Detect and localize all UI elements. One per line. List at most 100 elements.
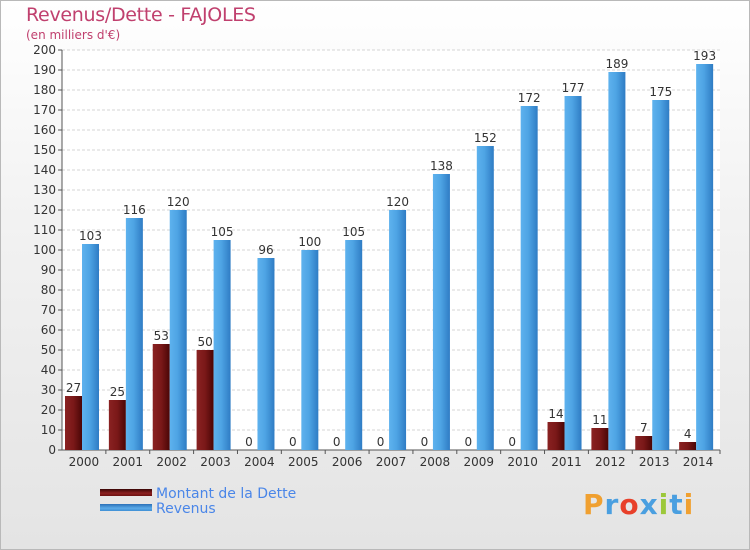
debt-value-label: 7 (640, 421, 648, 435)
x-tick-label: 2001 (113, 455, 144, 469)
revenue-bar (652, 100, 670, 450)
revenue-bar (476, 146, 494, 450)
logo-letter: x (639, 488, 659, 521)
debt-value-label: 0 (421, 435, 429, 449)
chart-subtitle: (en milliers d'€) (26, 28, 121, 42)
legend-label-revenus: Revenus (156, 501, 216, 517)
debt-value-label: 14 (548, 407, 563, 421)
debt-bar (591, 428, 609, 450)
logo-letter: r (604, 488, 620, 521)
logo-letter: t (669, 488, 684, 521)
revenue-value-label: 193 (693, 49, 716, 63)
debt-bar (152, 344, 170, 450)
x-tick-label: 2008 (420, 455, 451, 469)
revenue-value-label: 105 (342, 225, 365, 239)
debt-value-label: 50 (197, 335, 212, 349)
revenue-bar (696, 64, 714, 450)
y-tick-label: 70 (41, 303, 56, 317)
debt-value-label: 0 (333, 435, 341, 449)
debt-value-label: 0 (245, 435, 253, 449)
y-tick-label: 60 (41, 323, 56, 337)
logo-letter: i (658, 488, 670, 521)
revenue-bar (564, 96, 582, 450)
debt-value-label: 4 (684, 427, 692, 441)
revenue-bar (520, 106, 538, 450)
debt-value-label: 0 (464, 435, 472, 449)
y-tick-label: 190 (33, 63, 56, 77)
legend-swatch-revenus (100, 504, 152, 511)
debt-bar (547, 422, 565, 450)
y-tick-label: 160 (33, 123, 56, 137)
y-tick-label: 200 (33, 43, 56, 57)
revenue-value-label: 100 (298, 235, 321, 249)
debt-value-label: 53 (154, 329, 169, 343)
revenue-value-label: 120 (167, 195, 190, 209)
revenue-value-label: 120 (386, 195, 409, 209)
y-tick-label: 10 (41, 423, 56, 437)
revenue-value-label: 105 (211, 225, 234, 239)
revenue-bar (345, 240, 363, 450)
x-tick-label: 2002 (156, 455, 187, 469)
y-tick-label: 100 (33, 243, 56, 257)
debt-value-label: 0 (508, 435, 516, 449)
revenue-value-label: 103 (79, 229, 102, 243)
revenue-bar (82, 244, 99, 450)
x-tick-label: 2010 (507, 455, 538, 469)
x-tick-label: 2012 (595, 455, 626, 469)
y-tick-label: 130 (33, 183, 56, 197)
y-tick-label: 170 (33, 103, 56, 117)
debt-value-label: 27 (66, 381, 81, 395)
revenue-value-label: 177 (562, 81, 585, 95)
revenue-bar (608, 72, 626, 450)
y-tick-label: 150 (33, 143, 56, 157)
x-tick-label: 2004 (244, 455, 275, 469)
revenue-value-label: 138 (430, 159, 453, 173)
debt-bar (108, 400, 126, 450)
y-tick-label: 30 (41, 383, 56, 397)
debt-bar (679, 442, 697, 450)
revenue-value-label: 175 (649, 85, 672, 99)
y-tick-label: 40 (41, 363, 56, 377)
x-tick-label: 2006 (332, 455, 363, 469)
y-tick-label: 120 (33, 203, 56, 217)
y-tick-label: 50 (41, 343, 56, 357)
logo-letter: i (683, 488, 695, 521)
revenue-value-label: 96 (258, 243, 273, 257)
x-tick-label: 2000 (69, 455, 100, 469)
revenue-bar (257, 258, 275, 450)
x-tick-label: 2011 (551, 455, 582, 469)
logo-letter: P (583, 488, 605, 521)
x-tick-label: 2009 (463, 455, 494, 469)
revenue-value-label: 172 (518, 91, 541, 105)
revenue-value-label: 152 (474, 131, 497, 145)
chart-title: Revenus/Dette - FAJOLES (26, 4, 256, 26)
debt-bar (635, 436, 653, 450)
legend-label-dette: Montant de la Dette (156, 486, 297, 502)
y-tick-label: 0 (48, 443, 56, 457)
debt-value-label: 25 (110, 385, 125, 399)
proxiti-logo: Proxiti (583, 488, 694, 521)
x-tick-label: 2005 (288, 455, 319, 469)
debt-value-label: 0 (289, 435, 297, 449)
revenue-bar (389, 210, 407, 450)
revenue-bar (432, 174, 450, 450)
y-tick-label: 80 (41, 283, 56, 297)
x-tick-label: 2007 (376, 455, 407, 469)
revenue-value-label: 189 (605, 57, 628, 71)
y-tick-label: 110 (33, 223, 56, 237)
revenue-bar (169, 210, 187, 450)
debt-value-label: 11 (592, 413, 607, 427)
revenue-value-label: 116 (123, 203, 146, 217)
y-tick-label: 90 (41, 263, 56, 277)
debt-bar (65, 396, 82, 450)
y-tick-label: 140 (33, 163, 56, 177)
revenue-bar (301, 250, 319, 450)
y-tick-label: 180 (33, 83, 56, 97)
debt-bar (196, 350, 214, 450)
x-tick-label: 2013 (639, 455, 670, 469)
revenue-bar (213, 240, 231, 450)
debt-value-label: 0 (377, 435, 385, 449)
logo-letter: o (619, 488, 640, 521)
legend-swatch-dette (100, 489, 152, 496)
